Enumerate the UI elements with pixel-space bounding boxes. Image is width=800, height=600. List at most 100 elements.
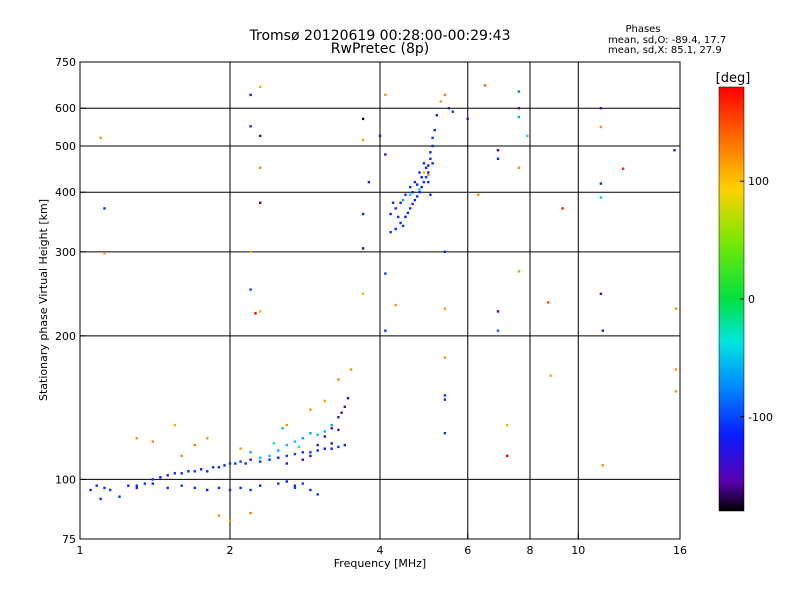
data-point (343, 405, 346, 408)
data-point (301, 458, 304, 461)
chart-title: Tromsø 20120619 00:28:00-00:29:43 (249, 28, 511, 44)
colorbar: [deg] 100 0 -100 (716, 71, 773, 512)
data-point (293, 440, 297, 443)
data-point (249, 458, 252, 461)
data-point (384, 153, 387, 156)
colorbar-tick-label: -100 (748, 411, 773, 424)
x-axis-ticks: 1 2 4 6 8 10 16 (77, 533, 687, 557)
data-point (330, 423, 333, 427)
data-point (285, 462, 288, 465)
data-point (206, 470, 209, 473)
data-point (316, 449, 319, 452)
data-point (673, 149, 676, 152)
data-point (443, 394, 447, 397)
data-point (506, 454, 509, 458)
data-point (118, 495, 121, 498)
data-point (391, 201, 395, 204)
data-point (249, 488, 252, 492)
data-point (316, 443, 319, 447)
data-point (151, 482, 154, 485)
data-point (259, 456, 262, 459)
data-point (431, 144, 434, 148)
data-point (249, 288, 252, 291)
data-point (431, 162, 434, 165)
data-point (526, 134, 529, 138)
data-point (404, 215, 407, 219)
data-point (443, 93, 447, 97)
data-point (409, 185, 412, 189)
data-point (285, 443, 288, 447)
data-point (389, 212, 392, 216)
data-point (399, 221, 402, 225)
data-point (427, 171, 430, 174)
data-point (323, 399, 326, 403)
data-point (394, 207, 397, 210)
data-point (496, 157, 500, 160)
data-point (323, 430, 326, 433)
data-point (361, 138, 365, 142)
data-point (599, 107, 603, 110)
data-point (180, 472, 183, 475)
data-point (424, 176, 428, 179)
data-point (193, 443, 196, 447)
data-point (135, 484, 138, 487)
data-point (99, 497, 102, 501)
data-point (166, 474, 169, 477)
grid-lines (80, 62, 680, 539)
data-point (549, 374, 552, 377)
data-point (404, 193, 407, 196)
data-point (406, 211, 410, 215)
data-point (477, 193, 480, 196)
data-point (601, 329, 604, 332)
data-point (135, 437, 138, 440)
data-point (330, 447, 333, 450)
stats-heading: Phases (625, 24, 660, 35)
data-point (228, 519, 232, 522)
data-point (143, 482, 147, 485)
data-point (99, 136, 102, 140)
data-point (517, 115, 521, 119)
data-point (399, 201, 402, 204)
data-point (599, 292, 603, 295)
data-point (601, 464, 604, 467)
data-point (443, 250, 447, 253)
data-point (259, 310, 262, 313)
data-point (361, 292, 365, 295)
data-point (239, 447, 242, 450)
colorbar-gradient (718, 86, 745, 512)
data-point (281, 427, 284, 430)
data-point (517, 90, 521, 93)
data-point (180, 484, 183, 487)
data-point (674, 368, 678, 371)
data-point (439, 100, 443, 103)
data-point (340, 411, 343, 414)
data-point (285, 480, 288, 483)
data-point (397, 215, 400, 219)
data-point (378, 134, 382, 138)
data-point (249, 93, 252, 97)
data-point (384, 329, 387, 332)
data-point (496, 149, 500, 152)
y-tick-label: 500 (55, 140, 76, 153)
data-point (343, 443, 346, 447)
data-point (422, 171, 426, 174)
data-point (429, 193, 432, 196)
colorbar-label: [deg] (716, 71, 751, 86)
data-point (277, 449, 280, 452)
colorbar-tick-label: 0 (748, 293, 755, 306)
data-point (249, 250, 252, 253)
data-point (416, 183, 419, 186)
data-point (244, 462, 247, 465)
data-point (103, 207, 106, 210)
data-point (429, 151, 432, 154)
stats-o-mode: mean, sd,O: -89.4, 17.7 (608, 35, 726, 46)
y-tick-label: 100 (55, 473, 76, 486)
data-point (416, 195, 419, 198)
y-tick-label: 300 (55, 246, 76, 259)
data-point (427, 173, 430, 176)
data-point (217, 514, 221, 517)
data-point (301, 482, 304, 485)
data-point (384, 93, 387, 97)
data-point (206, 488, 209, 492)
data-point (443, 432, 447, 435)
